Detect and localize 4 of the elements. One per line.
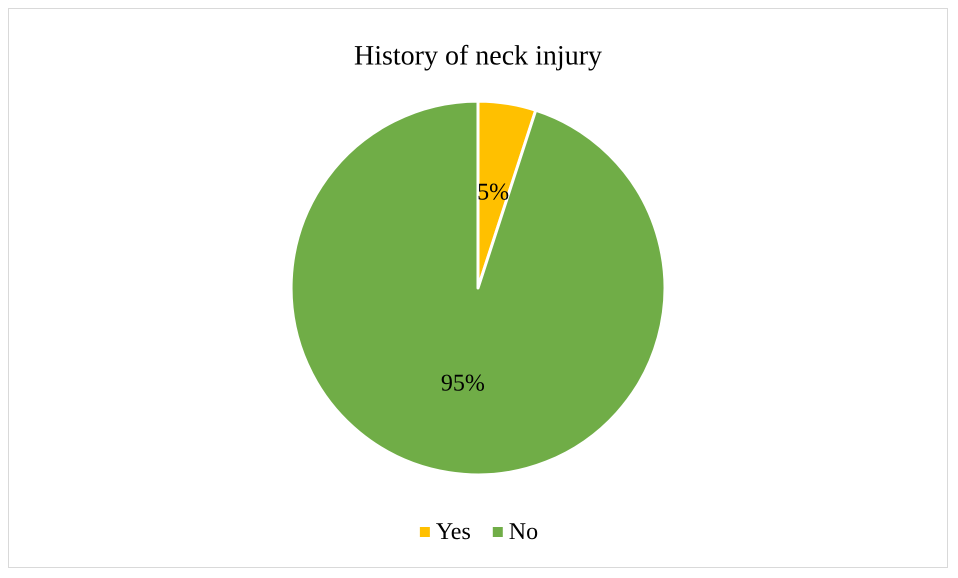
chart-title: History of neck injury: [354, 40, 602, 72]
legend-label: Yes: [436, 519, 471, 545]
legend-label: No: [508, 519, 538, 545]
data-label: 95%: [440, 370, 485, 396]
